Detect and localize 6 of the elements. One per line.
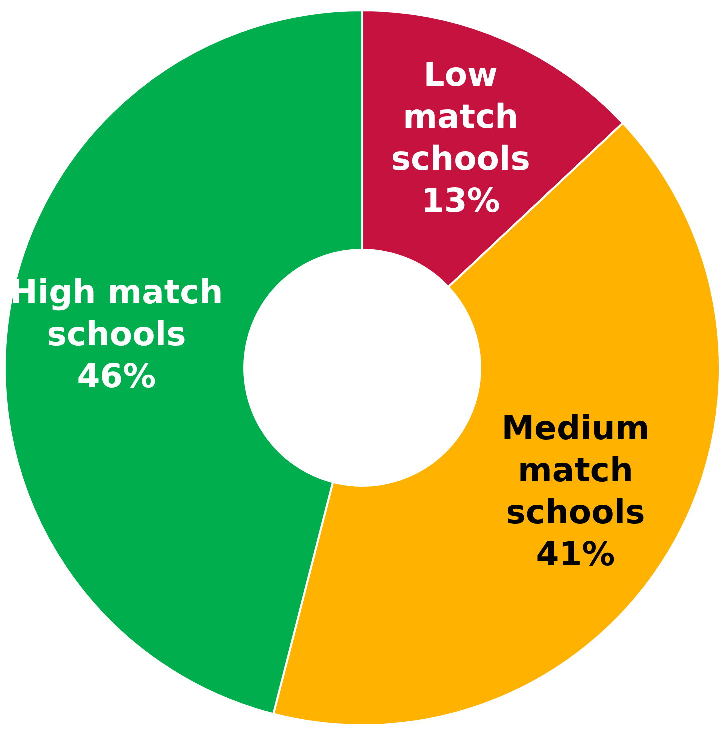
data-label: 46% [77, 356, 156, 396]
slice-label: High match schools [10, 272, 224, 354]
slice-label: Medium match schools [502, 408, 650, 532]
data-label: 41% [536, 534, 616, 574]
data-label: 13% [421, 181, 500, 220]
slice-label: Low match schools [391, 55, 530, 178]
